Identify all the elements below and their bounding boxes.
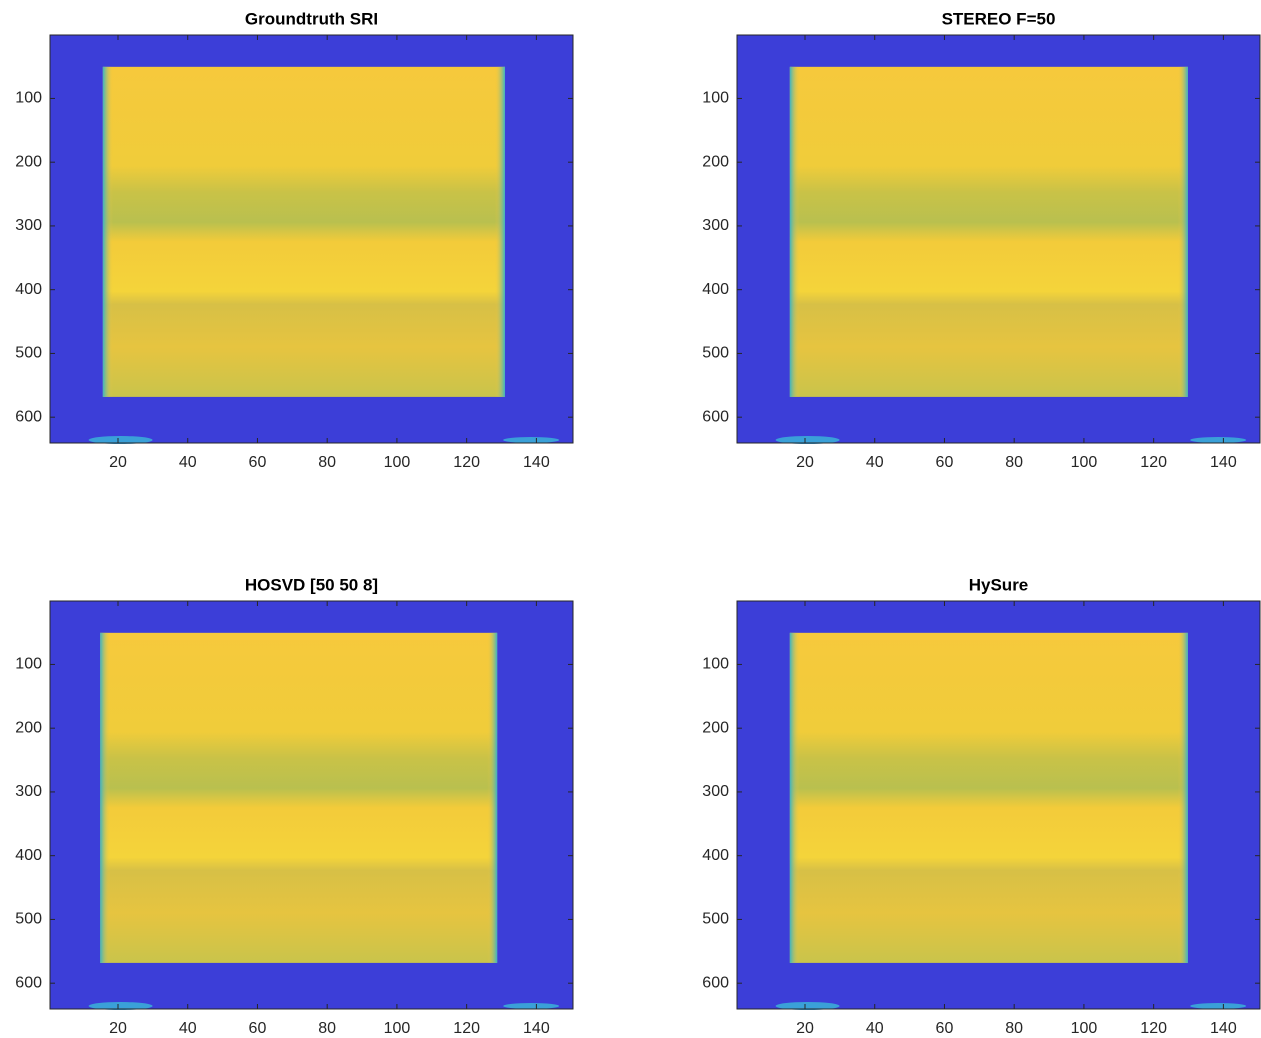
- x-tick-label: 20: [796, 454, 814, 471]
- y-tick-label: 600: [15, 408, 42, 425]
- x-tick-label: 40: [866, 1020, 884, 1037]
- x-tick-label: 100: [1071, 454, 1098, 471]
- y-tick-label: 100: [15, 656, 42, 673]
- x-tick-label: 140: [523, 1020, 550, 1037]
- x-tick-label: 100: [1071, 1020, 1098, 1037]
- x-tick-label: 120: [1140, 1020, 1167, 1037]
- y-tick-label: 100: [702, 656, 729, 673]
- y-tick-label: 600: [702, 408, 729, 425]
- image-edge: [100, 633, 497, 963]
- x-tick-label: 20: [796, 1020, 814, 1037]
- x-tick-label: 60: [936, 1020, 954, 1037]
- y-tick-label: 400: [702, 281, 729, 298]
- y-tick-label: 400: [702, 847, 729, 864]
- x-tick-label: 120: [453, 454, 480, 471]
- x-tick-label: 40: [866, 454, 884, 471]
- x-tick-label: 100: [384, 454, 411, 471]
- x-tick-label: 20: [109, 454, 127, 471]
- y-tick-label: 300: [15, 217, 42, 234]
- y-tick-label: 200: [15, 153, 42, 170]
- y-tick-label: 100: [15, 90, 42, 107]
- y-tick-label: 200: [702, 153, 729, 170]
- x-tick-label: 80: [318, 1020, 336, 1037]
- subplot-title: STEREO F=50: [942, 9, 1056, 28]
- image-spot: [1190, 1003, 1246, 1009]
- y-tick-label: 600: [702, 974, 729, 991]
- subplot-title: Groundtruth SRI: [245, 9, 378, 28]
- figure: Groundtruth SRI 20 40 60 80 100 120 140 100 200 30…: [0, 0, 1261, 1038]
- x-tick-label: 140: [1210, 454, 1237, 471]
- x-tick-label: 100: [384, 1020, 411, 1037]
- y-tick-label: 200: [702, 719, 729, 736]
- x-tick-label: 40: [179, 454, 197, 471]
- y-tick-label: 500: [702, 911, 729, 928]
- y-tick-label: 500: [15, 911, 42, 928]
- x-tick-label: 140: [523, 454, 550, 471]
- image-edge: [103, 67, 505, 397]
- x-tick-label: 140: [1210, 1020, 1237, 1037]
- x-tick-label: 20: [109, 1020, 127, 1037]
- subplot-title: HySure: [969, 575, 1029, 594]
- subplot-title: HOSVD [50 50 8]: [245, 575, 378, 594]
- y-tick-label: 100: [702, 90, 729, 107]
- image-edge: [790, 67, 1188, 397]
- image-spot: [503, 437, 559, 443]
- x-tick-label: 120: [453, 1020, 480, 1037]
- y-tick-label: 300: [702, 783, 729, 800]
- x-tick-label: 60: [249, 454, 267, 471]
- image-spot: [1190, 437, 1246, 443]
- y-tick-label: 600: [15, 974, 42, 991]
- y-tick-label: 500: [15, 345, 42, 362]
- image-edge: [790, 633, 1188, 963]
- x-tick-label: 60: [249, 1020, 267, 1037]
- y-tick-label: 300: [702, 217, 729, 234]
- image-spot: [503, 1003, 559, 1009]
- x-tick-label: 120: [1140, 454, 1167, 471]
- x-tick-label: 80: [1005, 454, 1023, 471]
- x-tick-label: 40: [179, 1020, 197, 1037]
- x-tick-label: 60: [936, 454, 954, 471]
- y-tick-label: 400: [15, 847, 42, 864]
- y-tick-label: 300: [15, 783, 42, 800]
- x-tick-label: 80: [1005, 1020, 1023, 1037]
- y-tick-label: 200: [15, 719, 42, 736]
- x-tick-label: 80: [318, 454, 336, 471]
- y-tick-label: 400: [15, 281, 42, 298]
- y-tick-label: 500: [702, 345, 729, 362]
